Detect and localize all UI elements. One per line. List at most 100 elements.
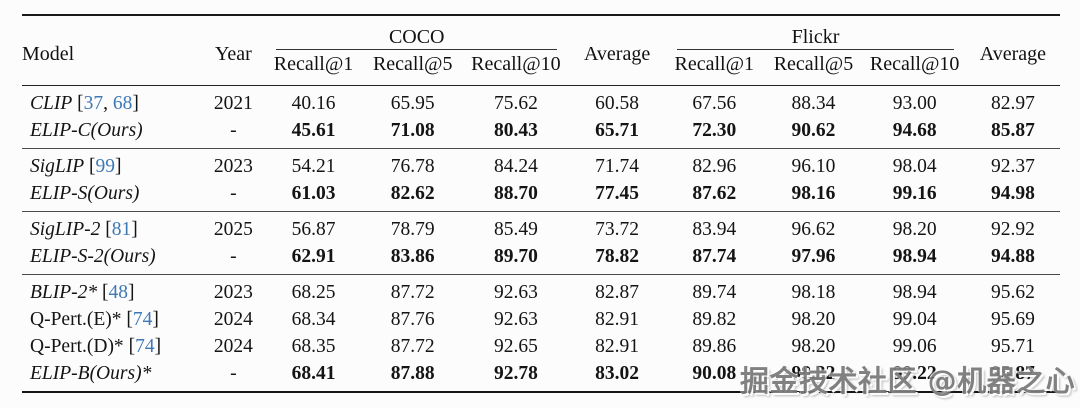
- cell-metric-value: 98.04: [892, 155, 937, 177]
- table-row: ELIP-C(Ours) - 45.61 71.08 80.43 65.71 72.30 90…: [22, 117, 1060, 149]
- flickr-group-label: Flickr: [791, 26, 840, 48]
- cell-metric-value: 87.72: [390, 281, 435, 303]
- cell-metric-value: 89.86: [692, 335, 737, 357]
- cell-metric-value: 96.62: [791, 218, 836, 240]
- col-group-coco: COCO: [264, 15, 569, 51]
- cell-metric-value: 87.74: [692, 245, 737, 267]
- cell-year: -: [230, 182, 237, 204]
- cell-metric-value: 68.25: [291, 281, 336, 303]
- cell-year: 2024: [213, 335, 253, 357]
- cell-metric-value: 99.22: [892, 362, 937, 384]
- cell-metric-value: 61.03: [291, 182, 336, 204]
- col-header-average-coco: Average: [583, 43, 651, 65]
- cell-metric-value: 98.94: [892, 281, 937, 303]
- cell-metric-value: 92.37: [990, 155, 1035, 177]
- cell-metric-value: 83.94: [692, 218, 737, 240]
- cell-metric-value: 95.69: [990, 308, 1035, 330]
- cell-model-name: CLIP [37, 68]: [30, 92, 139, 114]
- cmidrule-coco: [276, 49, 558, 50]
- cell-metric-value: 83.02: [595, 362, 640, 384]
- col-group-flickr: Flickr: [665, 15, 966, 51]
- cell-metric-value: 87.88: [390, 362, 435, 384]
- citation-link[interactable]: 74: [135, 335, 155, 357]
- cell-metric-value: 84.24: [493, 155, 538, 177]
- cell-metric-value: 89.82: [692, 308, 737, 330]
- table-row: BLIP-2* [48] 2023 68.25 87.72 92.63 82.87 89.7…: [22, 275, 1060, 307]
- col-header-coco-recall10: Recall@10: [471, 53, 561, 75]
- cell-metric-value: 82.91: [595, 335, 640, 357]
- table-header: Model Year COCO Average Flickr Average R…: [22, 15, 1060, 86]
- table-row: CLIP [37, 68] 2021 40.16 65.95 75.62 60.58 67.…: [22, 86, 1060, 118]
- cell-metric-value: 94.98: [990, 182, 1035, 204]
- cell-metric-value: 82.62: [390, 182, 435, 204]
- cell-metric-value: 92.78: [493, 362, 538, 384]
- coco-group-label: COCO: [388, 26, 445, 48]
- citation-link[interactable]: 68: [112, 92, 133, 114]
- cell-metric-value: 90.62: [791, 119, 836, 141]
- cell-metric-value: 82.91: [595, 308, 640, 330]
- table-row: ELIP-S(Ours) - 61.03 82.62 88.70 77.45 87.62 98…: [22, 180, 1060, 212]
- cell-metric-value: 97.96: [791, 245, 836, 267]
- model-name: CLIP: [30, 92, 73, 114]
- cell-year: -: [230, 245, 237, 267]
- cell-model-name: ELIP-S(Ours): [22, 180, 202, 212]
- cell-metric-value: 45.61: [291, 119, 336, 141]
- citation-link[interactable]: 48: [108, 281, 129, 303]
- cell-metric-value: 95.62: [990, 281, 1035, 303]
- cell-metric-value: 99.06: [892, 335, 937, 357]
- cell-metric-value: 98.20: [791, 308, 836, 330]
- cell-metric-value: 71.74: [595, 155, 640, 177]
- cell-metric-value: 54.21: [291, 155, 336, 177]
- cell-metric-value: 78.79: [390, 218, 435, 240]
- cell-metric-value: 93.00: [892, 92, 937, 114]
- model-name: SigLIP: [30, 155, 85, 177]
- table-row: SigLIP-2 [81] 2025 56.87 78.79 85.49 73.72 83.…: [22, 212, 1060, 244]
- citation-link[interactable]: 37: [83, 92, 104, 114]
- model-name: BLIP-2*: [30, 281, 98, 303]
- cell-metric-value: 90.08: [692, 362, 737, 384]
- cell-metric-value: 88.70: [493, 182, 538, 204]
- cell-metric-value: 99.04: [892, 308, 937, 330]
- cell-metric-value: 95.71: [990, 335, 1035, 357]
- col-header-coco-recall5: Recall@5: [372, 53, 453, 75]
- cell-metric-value: 77.45: [595, 182, 640, 204]
- cell-year: 2023: [213, 155, 253, 177]
- cell-metric-value: 99.16: [892, 182, 937, 204]
- table-row: SigLIP [99] 2023 54.21 76.78 84.24 71.74 82.96…: [22, 149, 1060, 181]
- cell-metric-value: 98.20: [791, 335, 836, 357]
- cell-metric-value: 89.70: [493, 245, 538, 267]
- col-header-flickr-recall5: Recall@5: [773, 53, 854, 75]
- cell-model-name: SigLIP-2 [81]: [30, 218, 138, 240]
- citation-link[interactable]: 74: [132, 308, 153, 330]
- cell-metric-value: 40.16: [291, 92, 336, 114]
- cell-metric-value: 73.72: [595, 218, 640, 240]
- model-name: ELIP-S-2(Ours): [30, 245, 156, 267]
- cell-metric-value: 68.34: [291, 308, 336, 330]
- group-siglip: SigLIP [99] 2023 54.21 76.78 84.24 71.74 82.96…: [22, 148, 1060, 212]
- group-siglip2: SigLIP-2 [81] 2025 56.87 78.79 85.49 73.72 83.…: [22, 211, 1060, 275]
- cell-metric-value: 65.71: [595, 119, 640, 141]
- cell-year: -: [230, 362, 237, 384]
- cell-metric-value: 68.35: [291, 335, 336, 357]
- cell-metric-value: 82.96: [692, 155, 737, 177]
- model-name: Q-Pert.(D)*: [30, 335, 124, 357]
- table-row: Q-Pert.(E)* [74] 2024 68.34 87.76 92.63 82.91…: [22, 306, 1060, 333]
- cell-metric-value: 82.87: [595, 281, 640, 303]
- cell-metric-value: 95.87: [990, 362, 1035, 384]
- header-row-groups: Model Year COCO Average Flickr Average: [22, 15, 1060, 65]
- cell-metric-value: 87.76: [390, 308, 435, 330]
- cell-model-name: ELIP-B(Ours)*: [22, 360, 202, 392]
- cell-metric-value: 88.34: [791, 92, 836, 114]
- citation-link[interactable]: 99: [95, 155, 116, 177]
- table-row: Q-Pert.(D)* [74] 2024 68.35 87.72 92.65 82.91…: [22, 333, 1060, 360]
- model-name: SigLIP-2: [30, 218, 101, 240]
- citation-link[interactable]: 81: [111, 218, 132, 240]
- col-header-model: Model: [22, 43, 75, 65]
- cell-metric-value: 71.08: [390, 119, 435, 141]
- cell-metric-value: 67.56: [692, 92, 737, 114]
- col-header-flickr-recall1: Recall@1: [674, 53, 755, 75]
- cell-metric-value: 60.58: [595, 92, 640, 114]
- cell-year: 2021: [213, 92, 253, 114]
- cell-model-name: SigLIP [99]: [30, 155, 122, 177]
